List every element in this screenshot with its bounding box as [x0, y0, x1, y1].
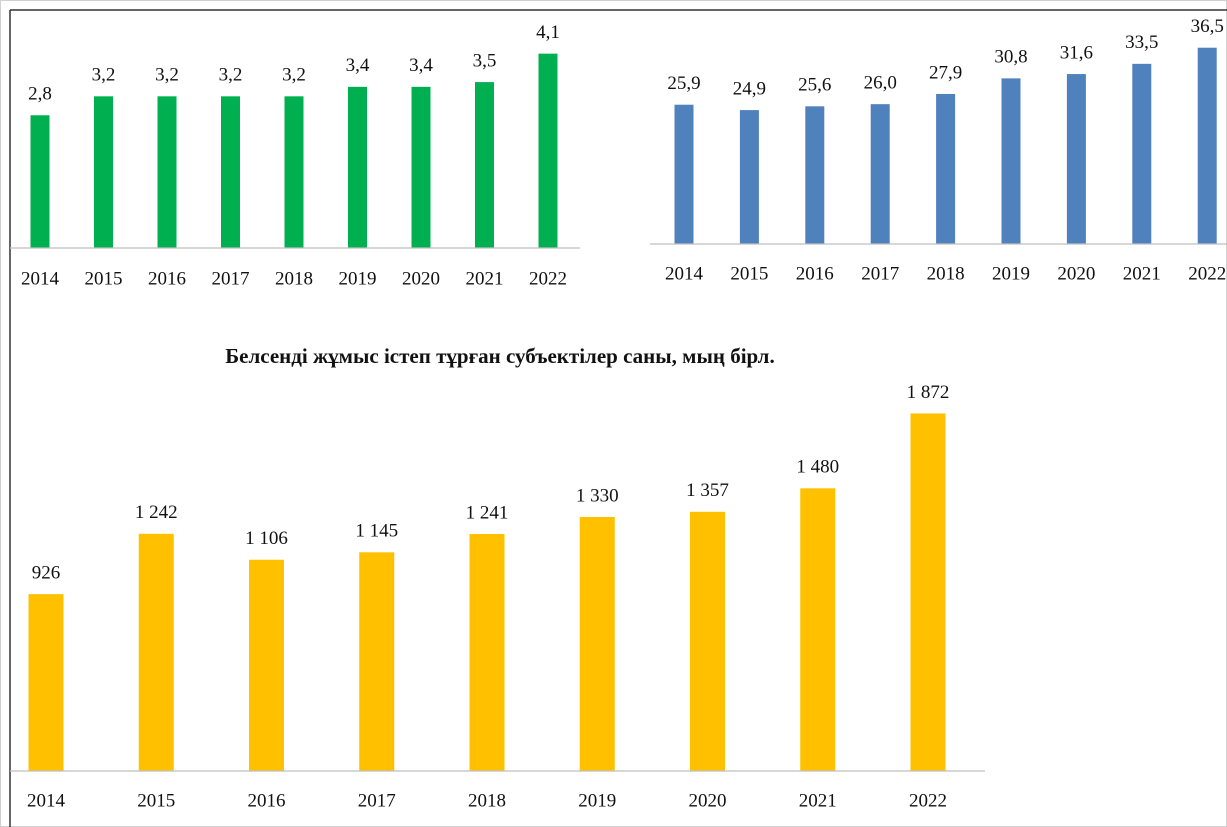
- x-tick-label: 2017: [861, 263, 899, 284]
- x-tick-label: 2018: [927, 263, 965, 284]
- bar: [94, 96, 113, 248]
- bar: [1001, 78, 1021, 244]
- bar: [1066, 74, 1086, 244]
- x-tick-label: 2016: [796, 263, 834, 284]
- x-tick-label: 2014: [27, 790, 66, 811]
- x-tick-label: 2018: [468, 790, 506, 811]
- bar: [1197, 47, 1217, 244]
- x-tick-label: 2019: [339, 268, 377, 289]
- x-tick-label: 2022: [1188, 263, 1226, 284]
- data-label: 3,4: [346, 55, 370, 76]
- x-tick-label: 2022: [909, 790, 947, 811]
- data-label: 26,0: [864, 73, 897, 94]
- bar: [936, 93, 956, 245]
- x-tick-label: 2014: [665, 263, 704, 284]
- bar: [411, 86, 431, 248]
- bar: [805, 106, 825, 244]
- data-label: 1 357: [686, 480, 729, 501]
- bar: [469, 533, 505, 771]
- bar: [690, 511, 725, 771]
- data-label: 1 330: [576, 485, 619, 506]
- bar: [538, 53, 558, 248]
- data-label: 1 872: [907, 382, 950, 403]
- bar: [30, 115, 50, 248]
- x-tick-label: 2015: [730, 263, 768, 284]
- bar: [910, 413, 946, 771]
- bar: [739, 110, 759, 245]
- chart-title: Белсенді жұмыс істеп тұрған субъектілер …: [225, 344, 774, 368]
- x-tick-label: 2017: [212, 268, 250, 289]
- data-label: 1 242: [135, 502, 178, 523]
- bar: [800, 488, 836, 771]
- bar: [284, 96, 304, 248]
- x-tick-label: 2021: [1123, 263, 1161, 284]
- data-label: 2,8: [28, 84, 52, 105]
- bar: [1132, 63, 1152, 244]
- bar: [359, 552, 395, 771]
- x-tick-label: 2014: [21, 268, 60, 289]
- x-tick-label: 2020: [689, 790, 727, 811]
- data-label: 3,2: [219, 65, 243, 86]
- x-tick-label: 2015: [85, 268, 123, 289]
- data-label: 1 106: [245, 528, 288, 549]
- data-label: 24,9: [733, 78, 766, 99]
- x-tick-label: 2022: [529, 268, 567, 289]
- data-label: 25,9: [667, 73, 700, 94]
- bar: [348, 86, 367, 248]
- data-label: 36,5: [1191, 16, 1224, 37]
- data-label: 3,5: [473, 50, 497, 71]
- x-tick-label: 2017: [358, 790, 396, 811]
- data-label: 926: [32, 562, 61, 583]
- data-label: 3,4: [409, 55, 433, 76]
- x-tick-label: 2021: [799, 790, 837, 811]
- data-label: 25,6: [798, 75, 831, 96]
- bar: [249, 559, 284, 771]
- x-tick-label: 2016: [148, 268, 186, 289]
- x-tick-label: 2019: [578, 790, 616, 811]
- data-label: 30,8: [994, 47, 1027, 68]
- data-label: 27,9: [929, 62, 962, 83]
- data-label: 31,6: [1060, 42, 1093, 63]
- x-tick-label: 2021: [466, 268, 504, 289]
- x-tick-label: 2016: [248, 790, 286, 811]
- x-tick-label: 2018: [275, 268, 313, 289]
- data-label: 1 480: [796, 457, 839, 478]
- data-label: 3,2: [155, 65, 179, 86]
- data-label: 3,2: [282, 65, 306, 86]
- x-tick-label: 2015: [137, 790, 175, 811]
- data-label: 3,2: [92, 65, 116, 86]
- bar: [674, 104, 694, 245]
- data-label: 4,1: [536, 22, 560, 43]
- data-label: 1 145: [355, 521, 398, 542]
- x-tick-label: 2020: [402, 268, 440, 289]
- bar: [870, 104, 890, 244]
- bar: [221, 96, 240, 248]
- bar: [475, 82, 494, 248]
- x-tick-label: 2019: [992, 263, 1030, 284]
- x-tick-label: 2020: [1057, 263, 1095, 284]
- bar: [138, 533, 174, 771]
- data-label: 33,5: [1125, 32, 1158, 53]
- bar: [579, 516, 615, 771]
- data-label: 1 241: [466, 502, 509, 523]
- bar: [28, 594, 64, 771]
- bar: [157, 96, 177, 248]
